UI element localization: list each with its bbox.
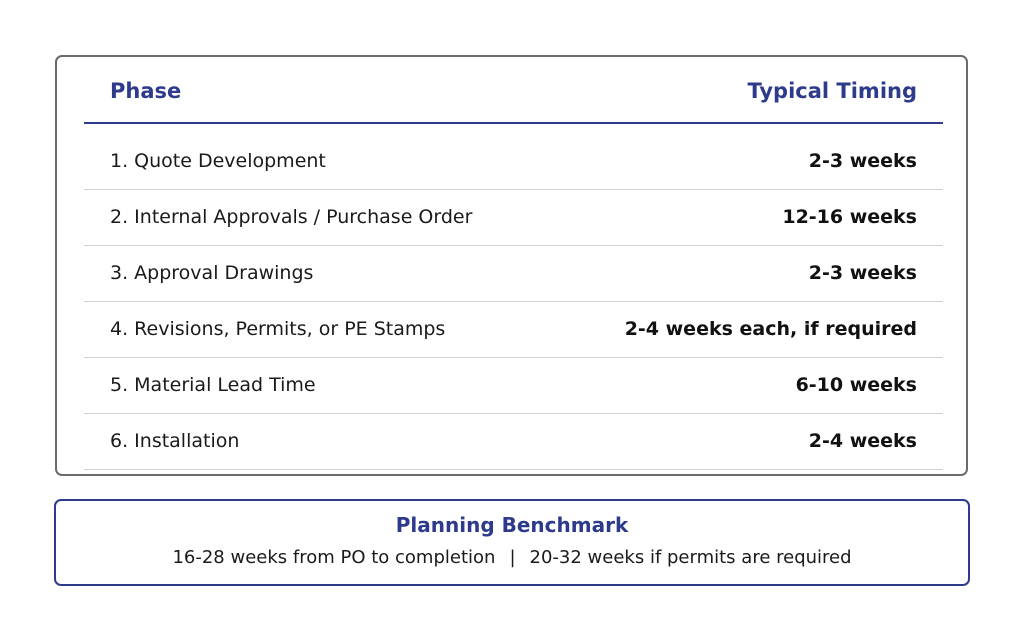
planning-benchmark-box: Planning Benchmark 16-28 weeks from PO t… xyxy=(54,499,970,586)
timeline-table: Phase Typical Timing 1. Quote Developmen… xyxy=(55,55,968,476)
table-row: 2. Internal Approvals / Purchase Order 1… xyxy=(84,190,943,246)
table-body: 1. Quote Development 2-3 weeks 2. Intern… xyxy=(84,134,943,470)
benchmark-standard-duration: 16-28 weeks from PO to completion xyxy=(172,547,496,568)
table-row: 6. Installation 2-4 weeks xyxy=(84,414,943,470)
timing-cell: 2-3 weeks xyxy=(808,262,917,284)
benchmark-summary: 16-28 weeks from PO to completion | 20-32 … xyxy=(56,545,968,571)
timing-cell: 2-4 weeks each, if required xyxy=(624,318,917,340)
table-row: 1. Quote Development 2-3 weeks xyxy=(84,134,943,190)
table-row: 4. Revisions, Permits, or PE Stamps 2-4 … xyxy=(84,302,943,358)
phase-cell: 2. Internal Approvals / Purchase Order xyxy=(110,206,473,228)
phase-cell: 6. Installation xyxy=(110,430,240,452)
timing-cell: 6-10 weeks xyxy=(795,374,917,396)
phase-column-header: Phase xyxy=(110,79,182,103)
table-header: Phase Typical Timing xyxy=(84,57,943,124)
table-row: 3. Approval Drawings 2-3 weeks xyxy=(84,246,943,302)
phase-cell: 3. Approval Drawings xyxy=(110,262,314,284)
benchmark-separator: | xyxy=(509,547,516,568)
timing-cell: 2-4 weeks xyxy=(808,430,917,452)
timing-column-header: Typical Timing xyxy=(747,79,917,103)
phase-cell: 5. Material Lead Time xyxy=(110,374,316,396)
phase-cell: 1. Quote Development xyxy=(110,150,326,172)
timing-cell: 12-16 weeks xyxy=(782,206,917,228)
timing-cell: 2-3 weeks xyxy=(808,150,917,172)
phase-cell: 4. Revisions, Permits, or PE Stamps xyxy=(110,318,446,340)
benchmark-permit-duration: 20-32 weeks if permits are required xyxy=(529,547,852,568)
table-row: 5. Material Lead Time 6-10 weeks xyxy=(84,358,943,414)
benchmark-title: Planning Benchmark xyxy=(395,513,629,537)
